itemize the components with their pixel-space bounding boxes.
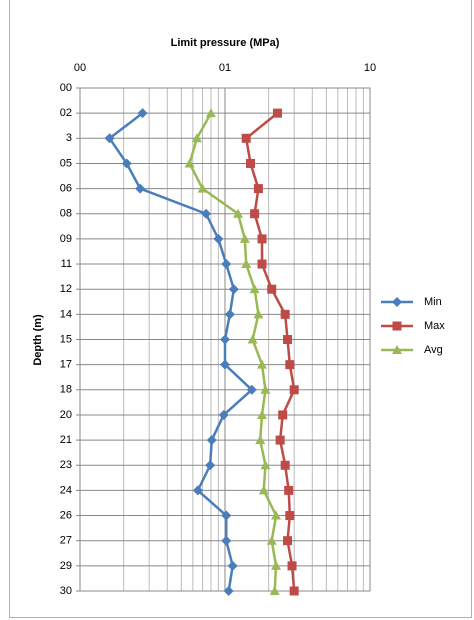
data-point <box>285 360 295 370</box>
data-point <box>280 460 290 470</box>
legend-label: Avg <box>424 344 443 356</box>
y-tick-label: 20 <box>60 409 72 421</box>
legend-label: Min <box>424 296 442 308</box>
data-point <box>280 309 290 319</box>
data-point <box>241 259 252 269</box>
data-point <box>287 561 297 571</box>
data-point <box>135 183 146 194</box>
data-point <box>220 334 230 345</box>
y-tick-label: 08 <box>60 208 72 220</box>
data-point <box>233 208 244 218</box>
data-point <box>221 259 232 270</box>
data-point <box>241 133 251 143</box>
x-tick-label: 10 <box>364 62 376 74</box>
y-tick-label: 02 <box>60 107 72 119</box>
data-point <box>285 511 295 521</box>
data-point <box>269 586 280 595</box>
y-tick-label: 30 <box>60 585 72 597</box>
data-point <box>224 309 235 320</box>
y-tick-label: 15 <box>60 333 72 345</box>
data-point <box>250 209 260 219</box>
legend-marker <box>392 321 402 331</box>
y-tick-label: 00 <box>60 82 72 94</box>
data-point <box>228 284 239 295</box>
data-point <box>239 233 250 243</box>
data-point <box>220 359 230 370</box>
data-point <box>213 233 224 244</box>
y-tick-label: 18 <box>60 384 72 396</box>
data-point <box>258 485 269 495</box>
data-point <box>218 409 229 420</box>
data-point <box>137 108 148 119</box>
chart-title: Limit pressure (MPa) <box>171 37 280 49</box>
data-point <box>278 410 288 420</box>
data-point <box>257 359 268 369</box>
data-point <box>221 535 232 546</box>
data-point <box>266 535 277 545</box>
data-point <box>267 284 277 294</box>
data-point <box>227 560 238 571</box>
data-point <box>201 208 212 219</box>
y-tick-label: 27 <box>60 535 72 547</box>
legend-label: Max <box>424 320 445 332</box>
data-point <box>249 284 260 294</box>
data-point <box>104 133 115 144</box>
y-tick-label: 09 <box>60 233 72 245</box>
y-tick-label: 23 <box>60 459 72 471</box>
data-point <box>184 158 195 168</box>
data-point <box>289 385 299 395</box>
y-tick-label: 05 <box>60 157 72 169</box>
x-tick-label: 00 <box>74 62 86 74</box>
frame <box>9 0 472 618</box>
data-point <box>255 435 266 445</box>
data-point <box>284 485 294 495</box>
data-point <box>191 133 202 143</box>
data-point <box>257 409 268 419</box>
data-point <box>283 335 293 344</box>
y-tick-label: 14 <box>60 308 72 320</box>
data-point <box>206 435 217 446</box>
data-point <box>257 234 267 244</box>
data-point <box>223 586 234 596</box>
y-tick-label: 21 <box>60 434 72 446</box>
y-tick-label: 12 <box>60 283 72 295</box>
data-point <box>260 384 271 394</box>
data-point <box>253 184 263 194</box>
y-axis-title: Depth (m) <box>32 314 44 366</box>
data-point <box>121 158 132 169</box>
y-tick-label: 3 <box>66 132 72 144</box>
x-tick-label: 01 <box>219 62 231 74</box>
y-tick-label: 24 <box>60 484 72 496</box>
data-point <box>253 309 264 319</box>
data-point <box>275 435 285 445</box>
legend-marker <box>392 297 402 307</box>
data-point <box>197 183 208 193</box>
legend-marker <box>392 345 402 354</box>
data-point <box>205 108 216 118</box>
y-tick-label: 11 <box>61 258 72 270</box>
data-point <box>247 334 258 344</box>
series-line <box>188 112 278 592</box>
data-point <box>246 158 256 168</box>
y-tick-label: 29 <box>60 560 72 572</box>
data-point <box>205 460 216 471</box>
y-tick-label: 26 <box>60 509 72 521</box>
data-point <box>283 536 293 546</box>
data-point <box>272 108 282 118</box>
data-point <box>192 485 203 496</box>
data-point <box>260 460 271 470</box>
series-line <box>108 112 254 592</box>
data-point <box>271 560 282 570</box>
data-point <box>289 586 299 596</box>
data-point <box>257 259 267 269</box>
data-point <box>221 510 232 521</box>
data-point <box>246 384 257 395</box>
y-tick-label: 17 <box>60 359 72 371</box>
data-point <box>271 510 282 520</box>
y-tick-label: 06 <box>60 183 72 195</box>
